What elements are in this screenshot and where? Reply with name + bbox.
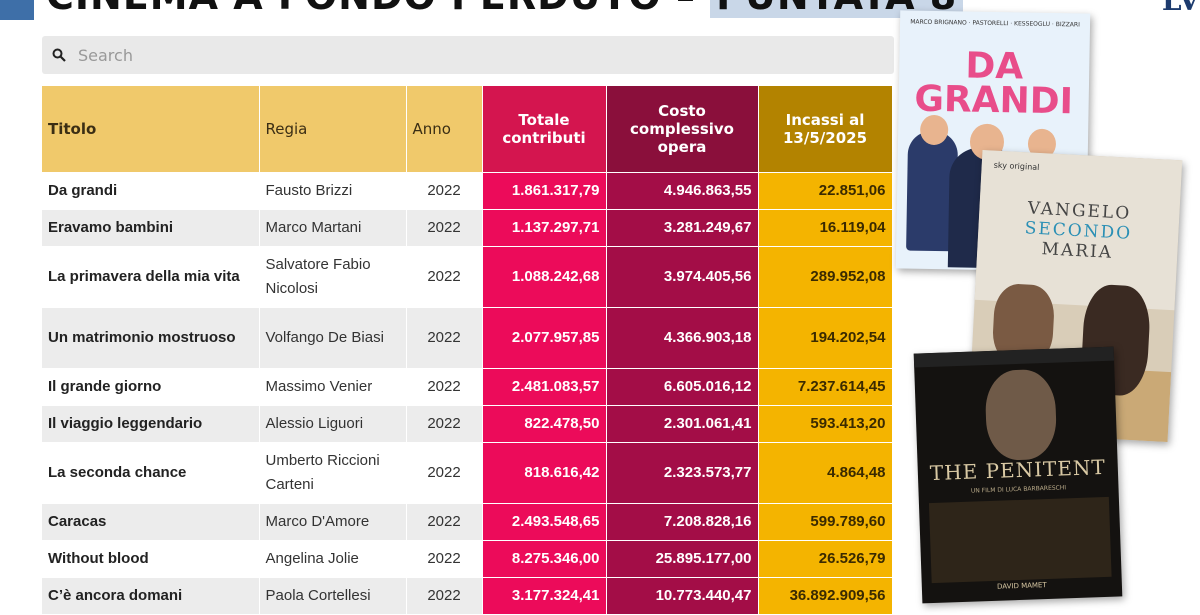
cell-totale: 2.493.548,65 bbox=[482, 503, 607, 541]
search-input[interactable] bbox=[76, 44, 860, 66]
headline-main: CINEMA A FONDO PERDUTO – bbox=[46, 0, 710, 18]
table-row: C’è ancora domani Paola Cortellesi 2022 … bbox=[42, 577, 893, 615]
cell-anno: 2022 bbox=[406, 368, 483, 406]
cell-incassi: 289.952,08 bbox=[758, 246, 893, 308]
corner-accent bbox=[0, 0, 34, 20]
table-row: Da grandi Fausto Brizzi 2022 1.861.317,7… bbox=[42, 172, 893, 210]
cell-titolo: Un matrimonio mostruoso bbox=[42, 307, 260, 369]
poster-the-penitent: THE PENITENT UN FILM DI LUCA BARBARESCHI… bbox=[913, 346, 1123, 604]
header-regia[interactable]: Regia bbox=[259, 86, 407, 173]
cell-costo: 4.366.903,18 bbox=[606, 307, 759, 369]
cell-totale: 822.478,50 bbox=[482, 405, 607, 443]
cell-totale: 1.861.317,79 bbox=[482, 172, 607, 210]
search-bar[interactable] bbox=[42, 36, 894, 74]
cell-regia: Marco D'Amore bbox=[259, 503, 407, 541]
poster-face bbox=[984, 368, 1058, 462]
search-icon bbox=[52, 48, 66, 62]
cell-anno: 2022 bbox=[406, 577, 483, 615]
cell-titolo: Il grande giorno bbox=[42, 368, 260, 406]
cell-costo: 10.773.440,47 bbox=[606, 577, 759, 615]
poster-title: THE PENITENT bbox=[929, 454, 1107, 486]
cell-incassi: 22.851,06 bbox=[758, 172, 893, 210]
cell-totale: 818.616,42 bbox=[482, 442, 607, 504]
poster-credits: MARCO BRIGNANO · PASTORELLI · KESSEOGLU … bbox=[910, 18, 1080, 29]
cell-totale: 2.481.083,57 bbox=[482, 368, 607, 406]
cell-titolo: La primavera della mia vita bbox=[42, 246, 260, 308]
cell-regia: Massimo Venier bbox=[259, 368, 407, 406]
cell-incassi: 26.526,79 bbox=[758, 540, 893, 578]
cell-costo: 6.605.016,12 bbox=[606, 368, 759, 406]
table-header-row: Titolo Regia Anno Totale contributi Cost… bbox=[42, 86, 893, 173]
cell-anno: 2022 bbox=[406, 246, 483, 308]
cell-titolo: Without blood bbox=[42, 540, 260, 578]
cell-anno: 2022 bbox=[406, 540, 483, 578]
poster-top-band bbox=[913, 346, 1115, 368]
cell-totale: 1.137.297,71 bbox=[482, 209, 607, 247]
header-titolo[interactable]: Titolo bbox=[42, 86, 260, 173]
header-totale-contributi[interactable]: Totale contributi bbox=[482, 86, 607, 173]
cell-titolo: La seconda chance bbox=[42, 442, 260, 504]
cell-regia: Angelina Jolie bbox=[259, 540, 407, 578]
cell-regia: Alessio Liguori bbox=[259, 405, 407, 443]
cell-costo: 4.946.863,55 bbox=[606, 172, 759, 210]
cell-anno: 2022 bbox=[406, 405, 483, 443]
poster-desk bbox=[928, 496, 1112, 584]
table-row: Eravamo bambini Marco Martani 2022 1.137… bbox=[42, 209, 893, 247]
cell-costo: 3.281.249,67 bbox=[606, 209, 759, 247]
table-row: Il grande giorno Massimo Venier 2022 2.4… bbox=[42, 368, 893, 406]
cell-incassi: 4.864,48 bbox=[758, 442, 893, 504]
table-row: Without blood Angelina Jolie 2022 8.275.… bbox=[42, 540, 893, 578]
funding-table: Titolo Regia Anno Totale contributi Cost… bbox=[42, 86, 893, 615]
cell-incassi: 36.892.909,56 bbox=[758, 577, 893, 615]
cell-anno: 2022 bbox=[406, 209, 483, 247]
cell-titolo: C’è ancora domani bbox=[42, 577, 260, 615]
cell-incassi: 16.119,04 bbox=[758, 209, 893, 247]
cell-titolo: Eravamo bambini bbox=[42, 209, 260, 247]
cell-incassi: 599.789,60 bbox=[758, 503, 893, 541]
table-row: La primavera della mia vita Salvatore Fa… bbox=[42, 246, 893, 308]
cell-incassi: 7.237.614,45 bbox=[758, 368, 893, 406]
cell-regia: Volfango De Biasi bbox=[259, 307, 407, 369]
cell-costo: 2.301.061,41 bbox=[606, 405, 759, 443]
cell-titolo: Il viaggio leggendario bbox=[42, 405, 260, 443]
cell-anno: 2022 bbox=[406, 503, 483, 541]
cell-incassi: 593.413,20 bbox=[758, 405, 893, 443]
header-anno[interactable]: Anno bbox=[406, 86, 483, 173]
cell-costo: 2.323.573,77 bbox=[606, 442, 759, 504]
site-logo[interactable]: LV bbox=[1161, 0, 1200, 17]
cell-regia: Paola Cortellesi bbox=[259, 577, 407, 615]
cell-anno: 2022 bbox=[406, 172, 483, 210]
cell-incassi: 194.202,54 bbox=[758, 307, 893, 369]
poster-title: DA GRANDI bbox=[914, 45, 1074, 123]
header-costo-complessivo[interactable]: Costo complessivo opera bbox=[606, 86, 759, 173]
cell-anno: 2022 bbox=[406, 307, 483, 369]
cell-totale: 1.088.242,68 bbox=[482, 246, 607, 308]
cell-regia: Marco Martani bbox=[259, 209, 407, 247]
cell-totale: 2.077.957,85 bbox=[482, 307, 607, 369]
cell-titolo: Da grandi bbox=[42, 172, 260, 210]
cell-totale: 3.177.324,41 bbox=[482, 577, 607, 615]
table-row: Un matrimonio mostruoso Volfango De Bias… bbox=[42, 307, 893, 369]
page-headline: CINEMA A FONDO PERDUTO – PUNTATA 8 bbox=[46, 0, 964, 20]
table-row: La seconda chance Umberto Riccioni Carte… bbox=[42, 442, 893, 504]
cell-costo: 7.208.828,16 bbox=[606, 503, 759, 541]
cell-anno: 2022 bbox=[406, 442, 483, 504]
header-incassi[interactable]: Incassi al 13/5/2025 bbox=[758, 86, 893, 173]
poster-subtitle: UN FILM DI LUCA BARBARESCHI bbox=[970, 484, 1067, 495]
table-row: Il viaggio leggendario Alessio Liguori 2… bbox=[42, 405, 893, 443]
cell-totale: 8.275.346,00 bbox=[482, 540, 607, 578]
cell-regia: Fausto Brizzi bbox=[259, 172, 407, 210]
cell-titolo: Caracas bbox=[42, 503, 260, 541]
table-row: Caracas Marco D'Amore 2022 2.493.548,65 … bbox=[42, 503, 893, 541]
poster-title: VANGELO SECONDO MARIA bbox=[977, 196, 1180, 266]
cell-costo: 3.974.405,56 bbox=[606, 246, 759, 308]
cell-costo: 25.895.177,00 bbox=[606, 540, 759, 578]
cell-regia: Umberto Riccioni Carteni bbox=[259, 442, 407, 504]
cell-regia: Salvatore Fabio Nicolosi bbox=[259, 246, 407, 308]
